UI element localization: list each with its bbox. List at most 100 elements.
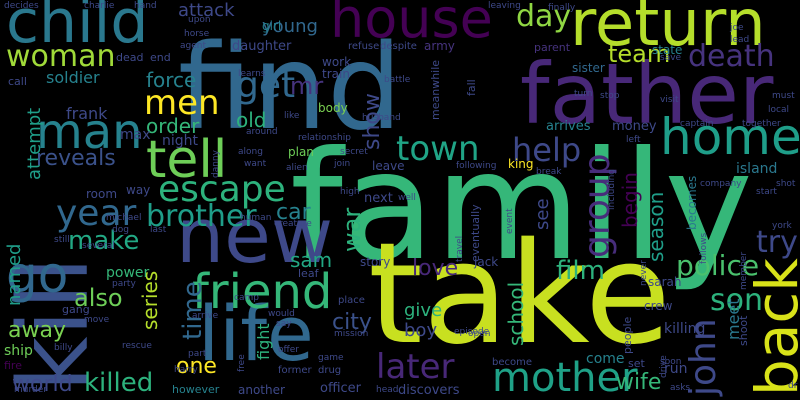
word-train: train	[322, 67, 350, 81]
word-brother: brother	[146, 199, 257, 234]
word-part: part	[188, 349, 207, 359]
word-film: film	[556, 256, 605, 286]
word-harry: harry	[174, 365, 198, 375]
word-life: life	[198, 289, 314, 378]
word-house: house	[330, 0, 493, 50]
word-break: break	[536, 167, 562, 177]
word-rescue: rescue	[122, 341, 152, 351]
word-asks: asks	[670, 383, 691, 393]
word-order: order	[146, 114, 200, 138]
word-power: power	[106, 265, 150, 281]
word-creature: creature	[274, 219, 312, 229]
word-police: police	[676, 249, 760, 282]
word-becomes: becomes	[685, 175, 699, 230]
word-child: child	[6, 0, 149, 57]
word-officer: officer	[320, 381, 362, 396]
word-mother: mother	[492, 355, 638, 400]
word-old: old	[236, 108, 267, 132]
word-give: give	[404, 300, 443, 321]
word-money: money	[612, 119, 657, 134]
word-finally: finally	[548, 3, 576, 13]
word-save: save	[660, 53, 682, 63]
word-king: king	[508, 157, 534, 171]
word-frank: frank	[66, 104, 108, 123]
word-another: another	[238, 383, 285, 397]
word-decides: decides	[4, 1, 39, 11]
word-crew: crew	[644, 299, 673, 313]
word-war: war	[338, 207, 366, 252]
word-named: named	[4, 243, 25, 306]
word-along: along	[238, 147, 263, 157]
word-arrives: arrives	[546, 119, 591, 134]
word-billy: billy	[54, 343, 73, 353]
word-company: company	[700, 179, 742, 189]
word-lead: lead	[730, 35, 750, 45]
word-way: way	[126, 183, 151, 197]
word-love: love	[412, 256, 459, 281]
word-day: day	[516, 0, 572, 34]
word-husband: husband	[362, 113, 401, 123]
word-turn: turn	[574, 89, 593, 99]
word-say: say	[276, 319, 292, 329]
word-town: town	[396, 129, 480, 169]
word-alien: alien	[286, 163, 308, 173]
word-offer: offer	[278, 345, 299, 355]
word-still: still	[54, 235, 70, 245]
word-eventually: eventually	[469, 204, 482, 262]
word-camp: camp	[234, 293, 259, 303]
word-would: would	[268, 309, 295, 319]
word-woman: woman	[6, 39, 116, 74]
word-must: must	[772, 91, 795, 101]
word-team: team	[608, 40, 671, 68]
word-meanwhile: meanwhile	[429, 59, 442, 120]
word-dog: dog	[112, 225, 129, 235]
word-also: also	[74, 284, 123, 312]
word-army: army	[424, 39, 455, 53]
word-become: become	[492, 357, 533, 368]
word-parent: parent	[534, 41, 571, 54]
word-state: state	[652, 43, 683, 57]
word-girl: girl	[262, 19, 282, 33]
word-world: world	[12, 372, 73, 397]
word-get: get	[236, 65, 296, 106]
word-people: people	[621, 316, 634, 354]
word-party: party	[112, 279, 136, 289]
word-horse: horse	[184, 29, 210, 39]
word-force: force	[146, 68, 197, 92]
word-one: one	[176, 354, 217, 379]
word-fall: fall	[465, 79, 478, 96]
word-york: york	[772, 221, 792, 231]
word-attack: attack	[178, 0, 235, 21]
word-room: room	[86, 187, 118, 201]
word-battle: battle	[384, 75, 411, 85]
word-son: son	[710, 283, 763, 318]
word-escape: escape	[158, 169, 286, 210]
word-tell: tell	[146, 130, 228, 190]
word-soldier: soldier	[46, 68, 100, 87]
word-travel: travel	[455, 235, 465, 262]
word-call: call	[8, 75, 27, 88]
word-visit: visit	[660, 95, 679, 105]
word-daughter: daughter	[232, 39, 292, 54]
word-event: event	[505, 208, 515, 234]
word-shot: shot	[776, 179, 796, 189]
word-sarah: sarah	[648, 275, 682, 289]
word-former: former	[278, 365, 312, 376]
word-game: game	[318, 353, 344, 363]
word-episode: episode	[454, 327, 490, 337]
word-friend: friend	[192, 264, 333, 320]
word-fight: fight	[254, 323, 273, 360]
word-charlie: charlie	[84, 1, 115, 11]
word-boy: boy	[404, 320, 438, 341]
word-city: city	[332, 310, 372, 335]
word-plan: plan	[288, 145, 314, 159]
word-local: local	[768, 105, 789, 115]
word-find: find	[178, 18, 403, 156]
word-make: make	[68, 226, 140, 256]
word-free: free	[237, 354, 247, 372]
word-together: together	[742, 119, 781, 129]
word-story: story	[360, 255, 391, 269]
word-start: start	[756, 187, 777, 197]
word-open: open	[468, 329, 491, 339]
word-come: come	[586, 351, 625, 367]
